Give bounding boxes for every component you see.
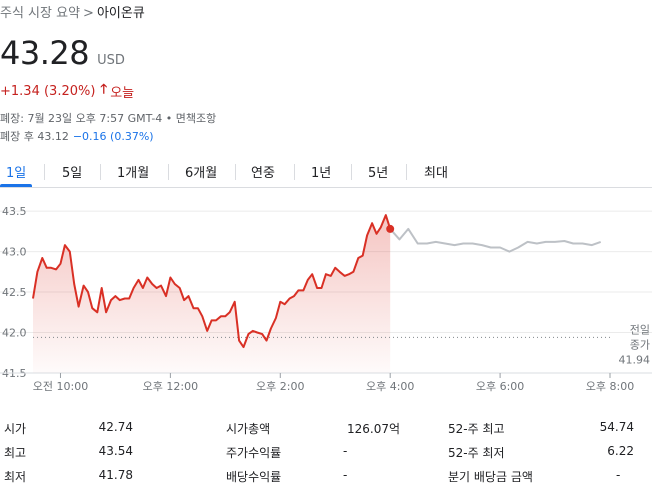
y-tick-label: 43.5 (2, 205, 27, 218)
stat-label: 52-주 최고 (448, 422, 505, 436)
close-info: 폐장: 7월 23일 오후 7:57 GMT-4 • 면책조항 (0, 112, 217, 125)
arrow-up-icon: 🡑 (100, 82, 108, 97)
price-chart[interactable]: 43.543.042.542.041.5 오전 10:00 오후 12:00 오후 … (0, 195, 652, 400)
x-tick-label: 오후 2:00 (256, 380, 304, 393)
last-price-marker (386, 224, 395, 233)
after-hours-price: 폐장 후 43.12 (0, 130, 69, 143)
previous-close-value: 41.94 (619, 353, 651, 366)
x-tick-label: 오후 4:00 (366, 380, 414, 393)
x-tick-label: 오후 12:00 (143, 380, 198, 393)
regular-session-line (32, 214, 392, 349)
active-tab-indicator (0, 184, 32, 187)
stat-value: - (343, 444, 348, 458)
stat-value: 6.22 (607, 444, 634, 458)
previous-close-label: 종가 (630, 338, 650, 351)
stat-value: 42.74 (98, 420, 133, 434)
tab-1m[interactable]: 1개월 (117, 166, 150, 181)
tab-divider (294, 164, 295, 180)
tab-1d[interactable]: 1일 (6, 166, 27, 181)
current-price: 43.28 (0, 34, 90, 72)
stat-value: 126.07억 (346, 422, 400, 436)
breadcrumb: 주식 시장 요약 > 아이온큐 (0, 2, 145, 21)
stat-label: 최저 (4, 470, 27, 484)
stat-label: 시가 (4, 422, 27, 436)
x-tick-label: 오전 10:00 (33, 380, 88, 393)
stat-value: - (343, 468, 348, 482)
x-tick-label: 오후 8:00 (586, 380, 634, 393)
price-change: +1.34 (3.20%) 🡑 오늘 (0, 80, 134, 102)
y-tick-label: 42.0 (2, 327, 27, 340)
stat-value: - (616, 468, 621, 482)
stat-label: 시가총액 (226, 422, 271, 436)
tab-divider (100, 164, 101, 180)
stat-label: 최고 (4, 446, 27, 460)
after-hours-info: 폐장 후 43.12 −0.16 (0.37%) (0, 128, 154, 144)
stat-label: 52-주 최저 (448, 446, 505, 460)
change-value: +1.34 (3.20%) (0, 83, 96, 99)
after-hours-line (389, 227, 602, 253)
breadcrumb-parent-link[interactable]: 주식 시장 요약 (0, 6, 81, 21)
after-hours-change: −0.16 (0.37%) (72, 130, 154, 143)
stat-label: 주가수익률 (226, 446, 282, 460)
tab-1y[interactable]: 1년 (311, 166, 332, 181)
range-tabs: 1일 5일 1개월 6개월 연중 1년 5년 최대 (0, 158, 652, 188)
price-row: 43.28 USD (0, 34, 125, 72)
stat-label: 분기 배당금 금액 (448, 470, 533, 484)
tab-divider (406, 164, 407, 180)
x-tick-label: 오후 6:00 (476, 380, 524, 393)
stat-value: 54.74 (599, 420, 634, 434)
tab-ytd[interactable]: 연중 (251, 166, 275, 181)
tab-5d[interactable]: 5일 (62, 166, 83, 181)
breadcrumb-separator: > (83, 6, 94, 21)
breadcrumb-current: 아이온큐 (96, 6, 145, 21)
stat-value: 43.54 (98, 444, 133, 458)
tab-divider (351, 164, 352, 180)
y-tick-label: 42.5 (2, 286, 27, 299)
tab-5y[interactable]: 5년 (368, 166, 389, 181)
tab-divider (44, 164, 45, 180)
y-tick-label: 43.0 (2, 246, 27, 259)
tab-divider (168, 164, 169, 180)
price-area-fill (33, 215, 391, 373)
change-period: 오늘 (110, 85, 135, 101)
tab-divider (235, 164, 236, 180)
previous-close-label: 전일 (630, 322, 650, 336)
tab-max[interactable]: 최대 (424, 166, 448, 181)
stat-label: 배당수익률 (226, 470, 282, 484)
tab-6m[interactable]: 6개월 (185, 166, 218, 181)
stat-value: 41.78 (98, 468, 133, 482)
currency-label: USD (97, 53, 125, 68)
